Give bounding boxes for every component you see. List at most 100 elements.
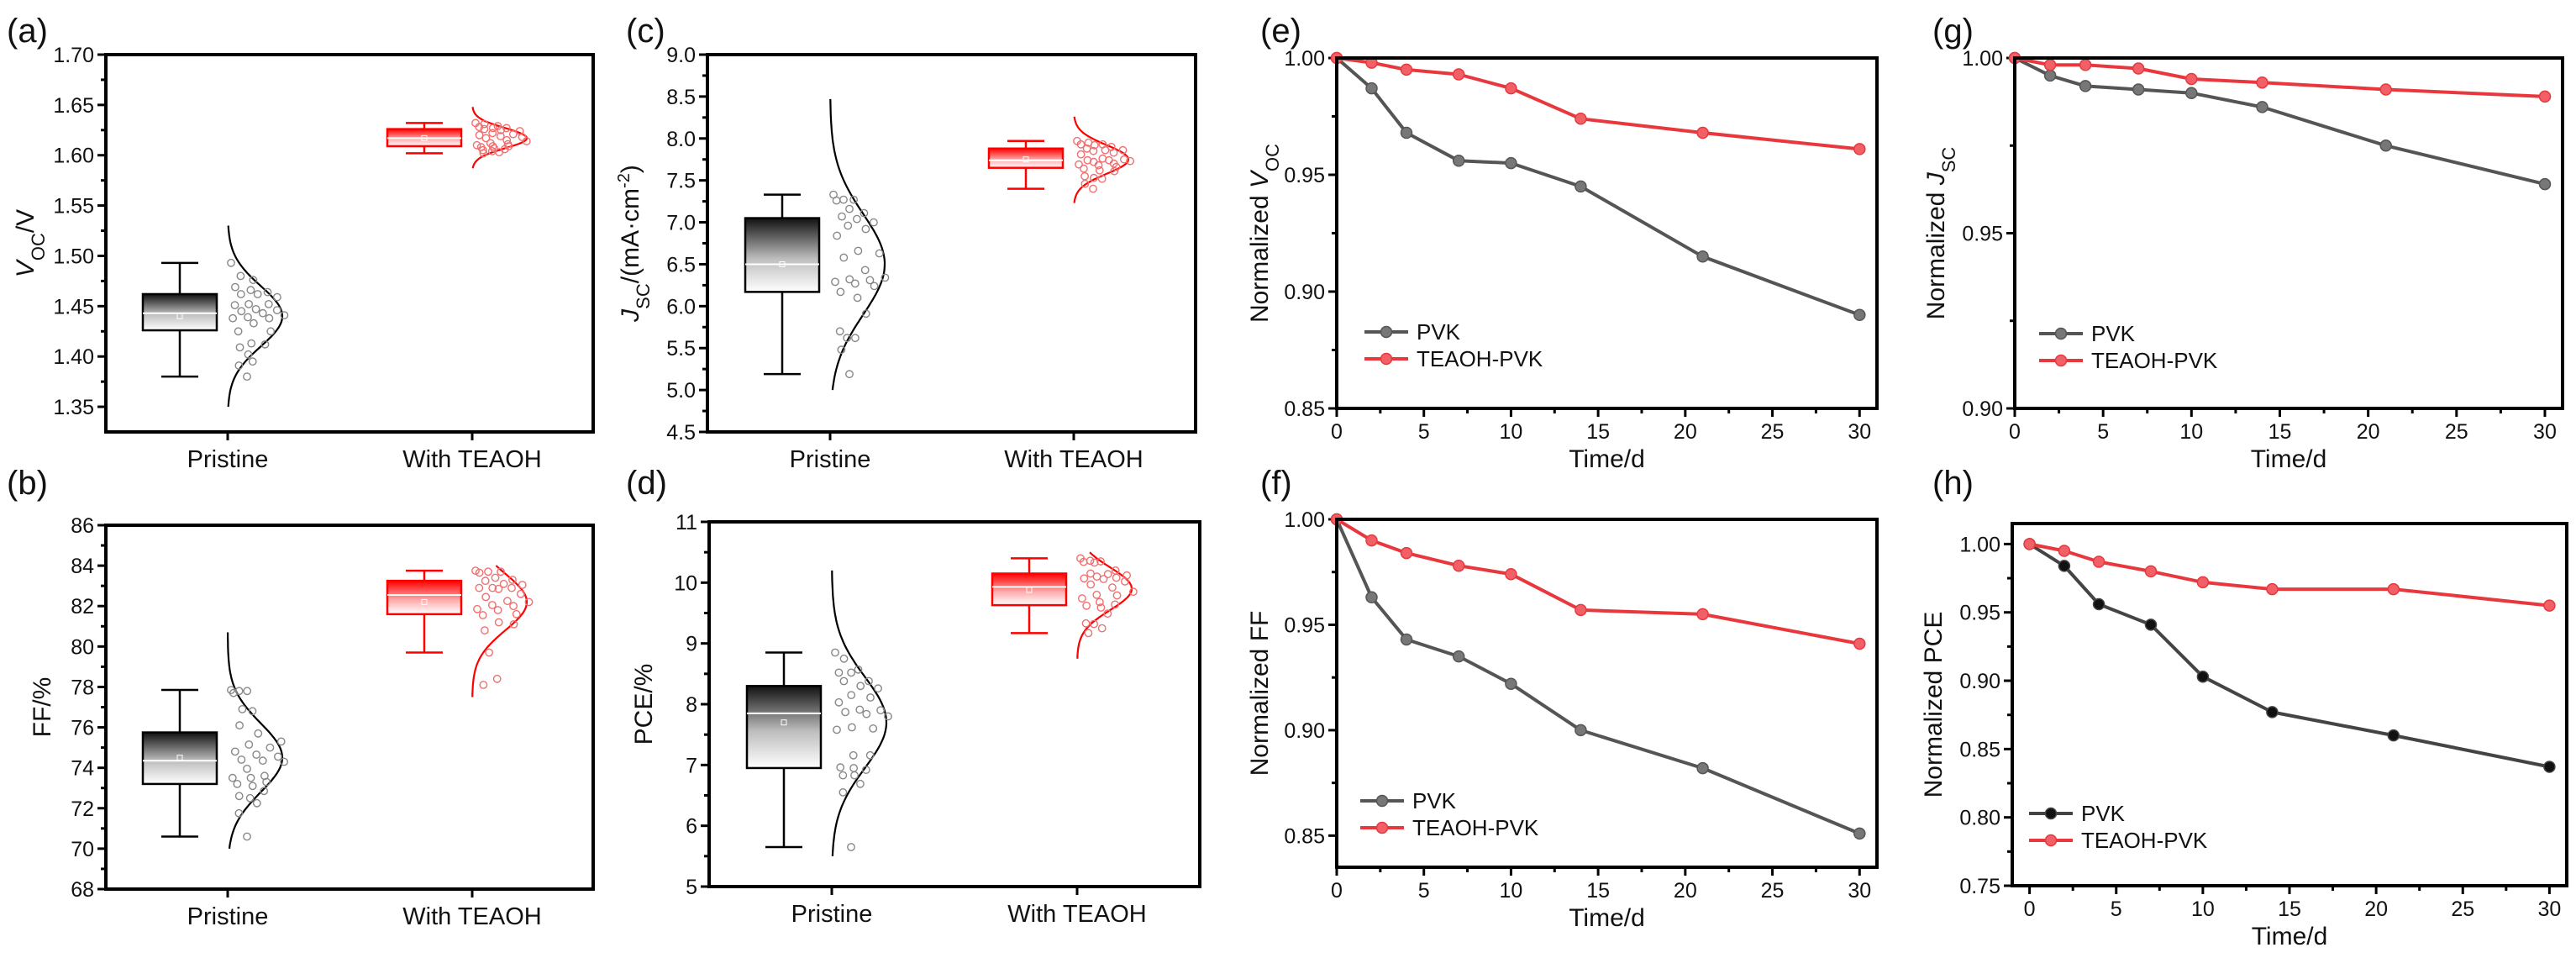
x-tick-label: 25 [2451, 897, 2474, 921]
data-point [851, 334, 860, 343]
data-point [856, 682, 865, 691]
panel-label: (b) [7, 465, 48, 502]
y-tick-label: 1.00 [1284, 508, 1325, 532]
data-point [1076, 139, 1086, 149]
plot-frame [706, 53, 1197, 434]
data-point [847, 691, 856, 699]
data-point [1452, 68, 1465, 81]
data-point [847, 843, 855, 851]
legend-swatch-marker [1375, 794, 1389, 808]
data-point [1118, 145, 1128, 155]
x-tick-label: 10 [2191, 897, 2215, 921]
data-point [835, 327, 844, 336]
y-tick-label: 1.40 [53, 345, 94, 369]
y-tick-label: 5.0 [666, 379, 696, 403]
data-point [494, 618, 503, 627]
data-point [249, 318, 258, 328]
data-point [1365, 82, 1378, 95]
data-point [2266, 582, 2279, 596]
data-point [1696, 608, 1709, 621]
data-point [839, 788, 848, 797]
y-tick-label: 84 [71, 555, 94, 578]
data-point [860, 266, 870, 275]
legend-item: TEAOH-PVK [2029, 828, 2208, 853]
data-point [475, 123, 484, 132]
y-tick-label: 1.50 [53, 245, 94, 268]
plot-frame [1335, 518, 1879, 869]
legend-swatch-marker [1380, 325, 1393, 339]
box-mean-marker [421, 134, 428, 141]
box-iqr [141, 731, 218, 786]
data-point [2196, 670, 2210, 683]
legend-item: PVK [1364, 319, 1461, 345]
panel-b: (b) 68 70 72 74 76 78 80 82 84 86 FF/% Pristine With … [7, 465, 595, 930]
data-point [2058, 545, 2071, 557]
x-tick-label: 5 [2111, 897, 2122, 921]
data-point [861, 766, 870, 774]
data-point [471, 566, 480, 575]
data-point [1097, 174, 1107, 183]
data-point [1080, 574, 1089, 583]
data-point [237, 755, 246, 764]
y-tick-label: 5 [686, 876, 697, 899]
data-point [243, 832, 251, 841]
series-line [2029, 542, 2550, 608]
x-axis-label: Time/d [1569, 904, 1645, 932]
x-axis-label: Time/d [2252, 923, 2328, 950]
data-point [1086, 556, 1095, 566]
data-point [2196, 576, 2210, 589]
plot-frame [104, 524, 595, 891]
y-tick-label: 1.65 [53, 94, 94, 118]
data-point [1082, 601, 1091, 610]
panel-label: (g) [1932, 13, 1974, 50]
y-axis-label-part: ) [617, 165, 644, 173]
data-point [1505, 567, 1517, 581]
data-point [2266, 706, 2279, 718]
data-point [1078, 594, 1086, 603]
data-point [509, 602, 518, 611]
data-point [845, 370, 854, 379]
data-point [1452, 650, 1465, 663]
legend-label: TEAOH-PVK [2081, 828, 2208, 853]
y-tick-label: 1.00 [1959, 533, 2000, 556]
x-tick-label: 10 [1500, 879, 1523, 903]
data-point [230, 301, 239, 309]
data-point [248, 357, 257, 366]
data-point [1112, 591, 1122, 600]
data-point [838, 212, 846, 221]
x-tick-label: 10 [2179, 420, 2203, 444]
data-point [834, 697, 844, 707]
data-point [1092, 590, 1101, 599]
y-tick-label: 1.45 [53, 295, 94, 318]
data-point [839, 676, 849, 686]
box-mean-marker [421, 598, 428, 605]
data-point [831, 648, 839, 657]
data-point [248, 782, 257, 791]
data-point [1096, 603, 1106, 612]
data-point [479, 681, 488, 689]
x-tick-label: 20 [2364, 897, 2388, 921]
y-axis-label-part: Normalized [1922, 185, 1950, 319]
data-point [481, 134, 491, 143]
data-point [832, 196, 841, 205]
data-point [2079, 80, 2092, 92]
y-tick-label: 68 [71, 878, 94, 902]
data-point [262, 777, 271, 787]
y-tick-label: 0.85 [1284, 397, 1325, 421]
data-point [1080, 164, 1088, 173]
data-point [484, 567, 492, 576]
y-axis-label: PCE/% [630, 664, 658, 745]
data-point [248, 707, 257, 716]
box-group [141, 632, 288, 850]
series-teaoh-pvk [2023, 538, 2556, 612]
legend-item: TEAOH-PVK [2039, 348, 2218, 373]
legend-swatch-marker [2054, 327, 2068, 340]
data-point [234, 361, 244, 370]
data-point [264, 299, 273, 308]
panel-c: (c) 4.5 5.0 5.5 6.0 6.5 7.0 7.5 8.0 8.5 9.0 JSC/(mA… [615, 13, 1197, 473]
data-point [280, 311, 289, 319]
plot-frame [2011, 522, 2568, 887]
y-axis-label-part: V [1246, 169, 1274, 188]
data-point [479, 145, 487, 155]
plot-frame [104, 53, 595, 434]
